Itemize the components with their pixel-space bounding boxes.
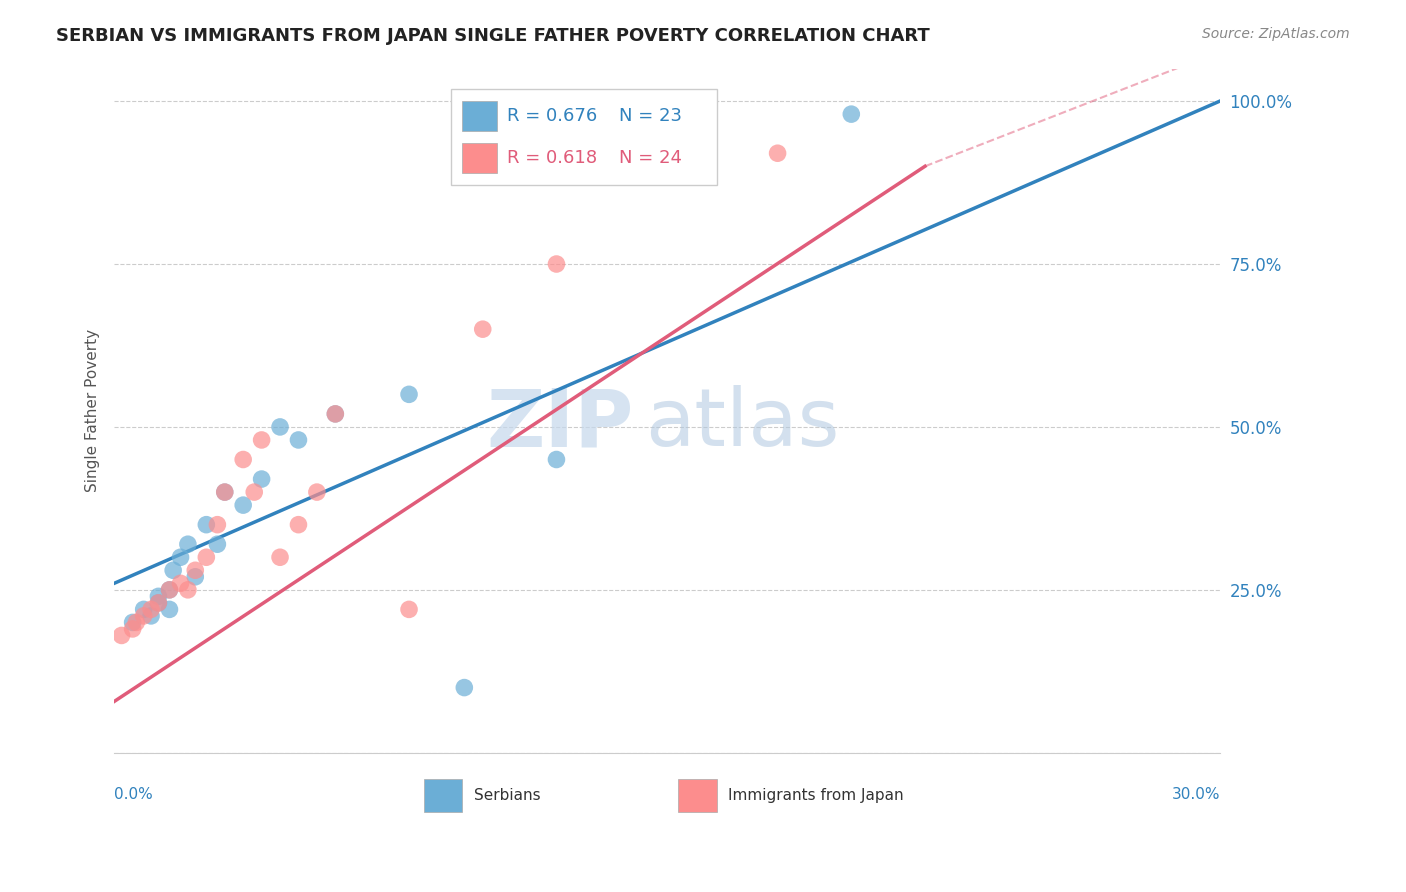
Point — [162, 563, 184, 577]
Point — [546, 257, 568, 271]
Point — [305, 485, 328, 500]
Point — [195, 550, 218, 565]
Point — [323, 407, 346, 421]
Point — [177, 582, 200, 597]
Point — [250, 472, 273, 486]
Point — [243, 485, 266, 500]
Point — [177, 537, 200, 551]
Point — [169, 576, 191, 591]
Point — [159, 582, 181, 597]
Point — [269, 550, 291, 565]
Text: atlas: atlas — [645, 385, 839, 463]
Point — [214, 485, 236, 500]
Point — [159, 582, 181, 597]
Text: 0.0%: 0.0% — [114, 787, 153, 802]
Point — [184, 570, 207, 584]
Point — [159, 602, 181, 616]
Point — [269, 420, 291, 434]
Point — [232, 498, 254, 512]
Point — [110, 628, 132, 642]
Point — [398, 602, 420, 616]
Point — [546, 452, 568, 467]
Point — [287, 433, 309, 447]
Text: SERBIAN VS IMMIGRANTS FROM JAPAN SINGLE FATHER POVERTY CORRELATION CHART: SERBIAN VS IMMIGRANTS FROM JAPAN SINGLE … — [56, 27, 929, 45]
Point — [139, 608, 162, 623]
Point — [453, 681, 475, 695]
Y-axis label: Single Father Poverty: Single Father Poverty — [86, 329, 100, 492]
Point — [121, 622, 143, 636]
Point — [214, 485, 236, 500]
Point — [148, 596, 170, 610]
Point — [471, 322, 494, 336]
Point — [121, 615, 143, 630]
Text: ZIP: ZIP — [486, 385, 634, 463]
Point — [207, 537, 229, 551]
Point — [839, 107, 862, 121]
Point — [148, 590, 170, 604]
Point — [195, 517, 218, 532]
Text: 30.0%: 30.0% — [1171, 787, 1220, 802]
Point — [148, 596, 170, 610]
Point — [184, 563, 207, 577]
Text: Source: ZipAtlas.com: Source: ZipAtlas.com — [1202, 27, 1350, 41]
Point — [766, 146, 789, 161]
Point — [169, 550, 191, 565]
Point — [207, 517, 229, 532]
Point — [232, 452, 254, 467]
Point — [398, 387, 420, 401]
Point — [250, 433, 273, 447]
Point — [132, 602, 155, 616]
Point — [287, 517, 309, 532]
Point — [125, 615, 148, 630]
Point — [139, 602, 162, 616]
Point — [132, 608, 155, 623]
Point — [323, 407, 346, 421]
